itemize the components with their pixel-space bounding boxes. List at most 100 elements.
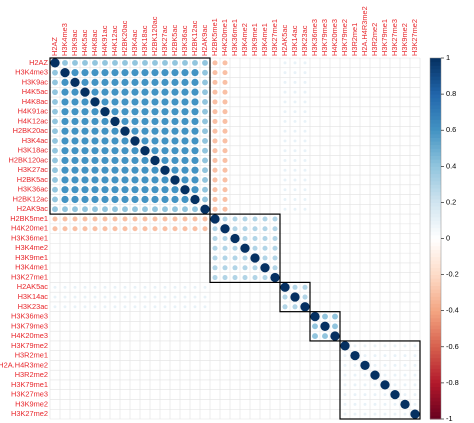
colorbar-tick-label: 0.2 <box>446 197 456 206</box>
correlation-circle <box>111 88 119 96</box>
correlation-circle <box>393 344 397 348</box>
correlation-circle <box>272 226 278 232</box>
colorbar-segment <box>430 307 441 312</box>
correlation-circle <box>103 295 107 299</box>
correlation-circle <box>91 156 99 165</box>
colorbar-segment <box>430 148 441 153</box>
correlation-circle <box>252 245 258 251</box>
correlation-circle <box>383 402 387 406</box>
correlation-circle <box>61 127 69 135</box>
colorbar-segment <box>430 141 441 146</box>
row-label: H4K20me1 <box>11 224 48 233</box>
correlation-circle <box>182 226 188 232</box>
colorbar-segment <box>430 97 441 102</box>
correlation-circle <box>171 195 179 204</box>
correlation-circle <box>161 69 169 77</box>
correlation-circle <box>343 393 347 397</box>
correlation-circle <box>123 295 127 299</box>
correlation-circle <box>252 235 258 242</box>
correlation-circle <box>293 61 297 65</box>
colorbar-segment <box>430 238 441 243</box>
row-label: H3K9me1 <box>15 253 48 262</box>
correlation-circle <box>122 216 128 222</box>
correlation-circle <box>191 156 199 165</box>
correlation-circle <box>82 59 88 66</box>
colorbar-segment <box>430 415 441 420</box>
correlation-circle <box>222 245 228 251</box>
colorbar-segment <box>430 379 441 384</box>
colorbar-segment <box>430 310 441 315</box>
correlation-circle <box>202 59 208 66</box>
correlation-circle <box>173 285 177 289</box>
correlation-circle <box>101 147 109 155</box>
correlation-circle <box>232 255 238 261</box>
row-label: H3K27me3 <box>11 390 48 399</box>
correlation-circle <box>90 97 100 107</box>
correlation-circle <box>400 399 410 409</box>
correlation-circle <box>63 285 67 289</box>
correlation-circle <box>121 117 129 126</box>
correlation-circle <box>151 147 159 155</box>
correlation-circle <box>193 285 197 289</box>
correlation-circle <box>143 285 147 289</box>
correlation-circle <box>162 206 168 213</box>
correlation-circle <box>303 119 307 123</box>
colorbar-segment <box>430 260 441 265</box>
correlation-circle <box>141 117 149 126</box>
correlation-circle <box>152 216 158 222</box>
correlation-circle <box>71 166 79 174</box>
correlation-circle <box>61 186 69 194</box>
correlation-circle <box>52 118 58 125</box>
cluster-box <box>49 57 211 215</box>
correlation-circle <box>141 108 149 116</box>
correlation-circle <box>182 206 188 213</box>
colorbar-segment <box>430 267 441 272</box>
colorbar-segment <box>430 94 441 99</box>
correlation-circle <box>403 363 407 367</box>
correlation-circle <box>390 389 400 400</box>
row-label: H2BK12ac <box>13 194 49 203</box>
correlation-circle <box>293 71 297 75</box>
correlation-circle <box>262 216 268 222</box>
correlation-circle <box>123 285 127 289</box>
correlation-circle <box>181 88 189 96</box>
correlation-circle <box>132 226 138 232</box>
correlation-circle <box>92 206 98 213</box>
correlation-circle <box>222 79 228 85</box>
correlation-circle <box>121 195 129 204</box>
correlation-circle <box>141 186 149 194</box>
colorbar-segment <box>430 187 441 193</box>
colorbar-segment <box>430 357 441 362</box>
correlation-circle <box>141 127 149 135</box>
correlation-circle <box>293 158 297 162</box>
correlation-circle <box>212 167 218 173</box>
correlation-circle <box>303 90 307 94</box>
correlation-circle <box>203 305 207 309</box>
colorbar-segment <box>430 169 441 175</box>
correlation-circle <box>161 98 169 106</box>
correlation-circle <box>171 166 179 174</box>
row-label: H2BK5ac <box>17 175 49 184</box>
colorbar-segment <box>430 321 441 326</box>
correlation-circle <box>181 69 189 77</box>
correlation-circle <box>403 344 407 348</box>
colorbar-segment <box>430 404 441 409</box>
colorbar-segment <box>430 202 441 207</box>
correlation-circle <box>303 129 307 133</box>
correlation-circle <box>393 412 397 416</box>
correlation-circle <box>310 311 320 322</box>
row-label: H2AZ <box>29 58 48 67</box>
correlation-circle <box>112 206 118 213</box>
correlation-circle <box>373 393 377 397</box>
colorbar-segment <box>430 206 441 211</box>
correlation-circle <box>292 284 298 290</box>
correlation-circle <box>161 78 169 86</box>
correlation-circle <box>181 127 189 135</box>
correlation-circle <box>162 216 168 222</box>
colorbar-segment <box>430 130 441 135</box>
correlation-circle <box>91 127 99 135</box>
row-label: H3K27me2 <box>11 409 48 418</box>
column-label: H3R2me2 <box>370 23 379 56</box>
correlation-circle <box>242 216 248 222</box>
correlation-circle <box>202 89 208 96</box>
